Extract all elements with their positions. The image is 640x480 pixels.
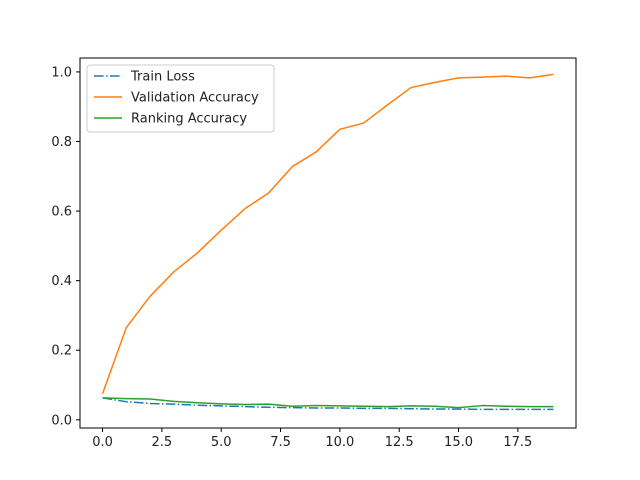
series-line-2: [102, 397, 554, 409]
x-tick-label: 10.0: [325, 435, 354, 450]
series-line-1: [101, 73, 554, 394]
legend-box: [86, 64, 275, 133]
x-tick-label: 15.0: [444, 435, 473, 450]
y-axis: 0.0 0.2 0.4 0.6 0.8 1.0: [51, 65, 80, 428]
x-tick-label: 0.0: [92, 435, 113, 450]
y-tick-label: 0.4: [51, 274, 72, 289]
series-line-0: [102, 397, 554, 411]
y-tick-label: 1.0: [51, 65, 72, 80]
legend-label-2: Ranking Accuracy: [131, 112, 247, 127]
x-tick-label: 7.5: [270, 435, 291, 450]
x-axis: 0.0 2.5 5.0 7.5 10.0 12.5 15.0 17.5: [92, 428, 532, 450]
x-tick-label: 5.0: [211, 435, 232, 450]
y-tick-label: 0.6: [51, 205, 72, 220]
series-lines: [101, 73, 554, 411]
x-tick-label: 12.5: [385, 435, 414, 450]
legend-label-0: Train Loss: [130, 70, 195, 85]
y-tick-label: 0.2: [51, 344, 72, 359]
y-tick-label: 0.8: [51, 135, 72, 150]
y-tick-label: 0.0: [51, 413, 72, 428]
x-tick-label: 2.5: [152, 435, 173, 450]
plot-frame: [79, 57, 577, 429]
legend: Train Loss Validation Accuracy Ranking Acc…: [86, 64, 275, 133]
legend-label-1: Validation Accuracy: [131, 91, 259, 106]
x-tick-label: 17.5: [503, 435, 532, 450]
